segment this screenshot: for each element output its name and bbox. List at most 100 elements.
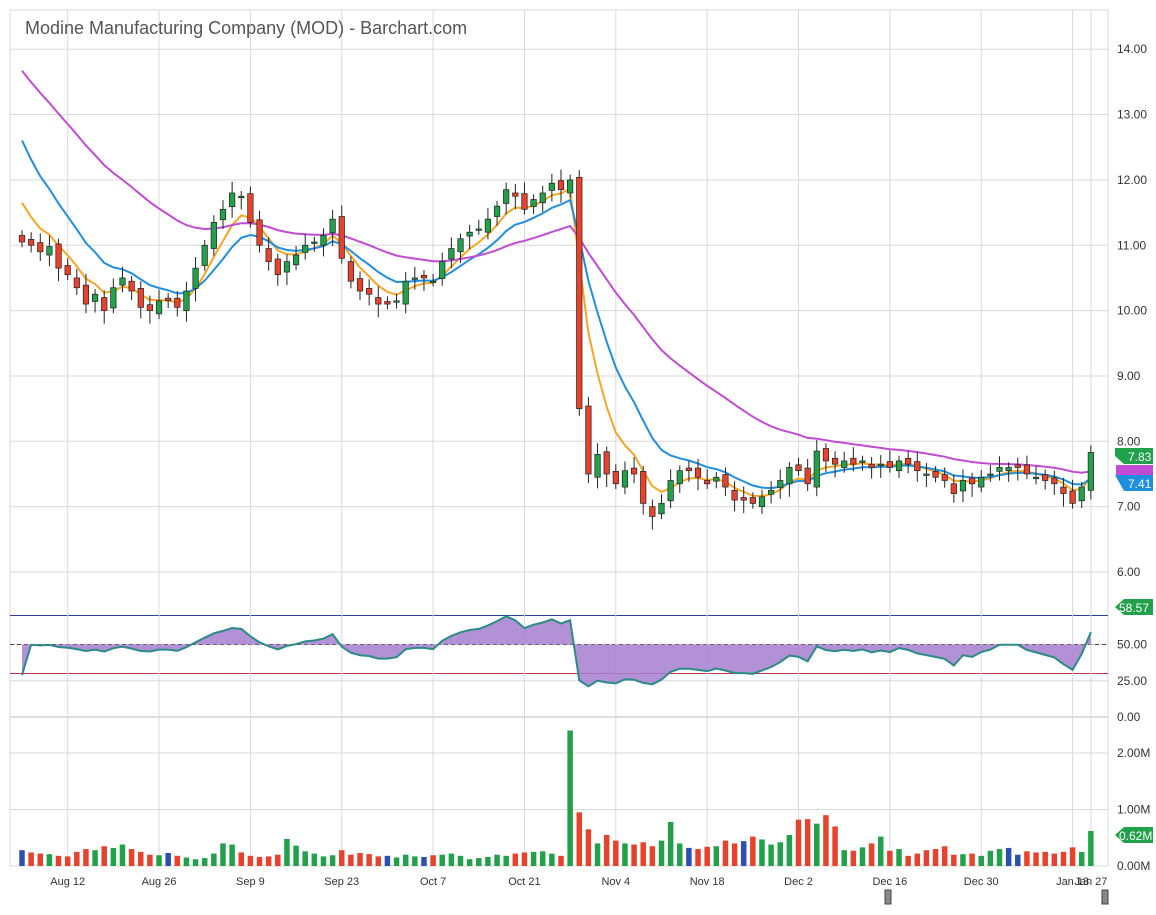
- volume-tick-label: 0.00M: [1117, 859, 1150, 873]
- volume-bar: [823, 815, 829, 866]
- candle-body: [969, 477, 976, 485]
- volume-bar: [183, 857, 190, 866]
- volume-bar: [804, 819, 811, 866]
- volume-bar: [777, 842, 783, 866]
- volume-bar: [138, 851, 144, 866]
- candle-body: [877, 463, 884, 467]
- volume-bar: [156, 855, 162, 866]
- candle-body: [822, 448, 830, 462]
- rsi-last-tag: 58.57: [1115, 599, 1153, 615]
- candle-body: [192, 267, 199, 289]
- candle-body: [137, 288, 144, 308]
- rsi-layer: [21, 615, 1092, 688]
- volume-bar: [174, 855, 181, 866]
- volume-bar: [92, 850, 98, 866]
- price-tick-label: 9.00: [1117, 369, 1141, 383]
- volume-bar: [750, 836, 756, 866]
- candle-body: [576, 176, 583, 409]
- volume-bar: [476, 858, 482, 866]
- candle-body: [265, 248, 272, 262]
- volume-bar: [841, 850, 847, 866]
- volume-bar: [932, 849, 939, 866]
- range-handle-left[interactable]: [884, 889, 892, 905]
- candle-body: [64, 265, 71, 276]
- candle-body: [448, 248, 455, 260]
- volume-bar: [494, 854, 500, 866]
- candle-body: [229, 192, 236, 208]
- candle-body: [475, 228, 482, 231]
- volume-bar: [978, 855, 984, 866]
- candle-body: [165, 297, 172, 302]
- volume-bar: [1042, 851, 1048, 866]
- candle-body: [758, 496, 766, 508]
- volume-bar: [878, 836, 884, 866]
- candle-body: [512, 192, 519, 197]
- volume-bar: [731, 843, 738, 866]
- volume-layer: [19, 730, 1094, 866]
- volume-bar: [110, 847, 117, 866]
- candle-body: [731, 489, 738, 501]
- candle-body: [640, 471, 647, 504]
- candle-body: [841, 460, 848, 468]
- candle-body: [347, 261, 354, 282]
- price-tick-label: 13.00: [1117, 108, 1147, 122]
- volume-bar: [421, 856, 427, 866]
- candle-body: [831, 457, 839, 465]
- candle-body: [55, 243, 62, 269]
- volume-bar: [1033, 852, 1039, 866]
- volume-bar: [585, 829, 592, 866]
- volume-bar: [1088, 830, 1094, 866]
- x-tick-label: Nov 4: [601, 876, 630, 888]
- volume-bar: [37, 853, 44, 866]
- candle-body: [539, 192, 546, 204]
- candle-body: [183, 290, 190, 311]
- volume-bar: [457, 855, 464, 866]
- last-price-tag: 7.83: [1115, 448, 1153, 464]
- volume-bar: [357, 853, 363, 866]
- volume-bar: [247, 855, 254, 866]
- volume-bar: [923, 850, 930, 866]
- x-tick-label: Sep 9: [236, 876, 265, 888]
- price-tick-label: 12.00: [1117, 173, 1147, 187]
- volume-bar: [83, 849, 89, 866]
- price-tick-label: 6.00: [1117, 565, 1141, 579]
- volume-bar: [329, 855, 336, 866]
- x-tick-label: Aug 26: [142, 876, 177, 888]
- volume-bar: [594, 843, 601, 866]
- candle-body: [210, 222, 217, 249]
- price-tick-label: 11.00: [1117, 238, 1146, 252]
- range-handle-right[interactable]: [1101, 889, 1109, 905]
- price-tick-label: 10.00: [1117, 304, 1147, 318]
- volume-bar: [339, 850, 345, 866]
- candle-body: [978, 476, 985, 488]
- volume-bar: [55, 855, 62, 866]
- candle-body: [1032, 476, 1040, 480]
- candle-body: [174, 297, 181, 308]
- candle-body: [1042, 474, 1049, 481]
- candle-body: [905, 457, 912, 465]
- volume-bar: [521, 852, 528, 866]
- candle-body: [621, 470, 629, 488]
- volume-tick-label: 1.00M: [1117, 803, 1150, 817]
- candle-body: [119, 277, 126, 286]
- candle-body: [713, 476, 720, 482]
- volume-bar: [229, 844, 235, 866]
- candle-body: [804, 467, 811, 485]
- candle-body: [338, 216, 345, 259]
- x-tick-label: Nov 18: [690, 876, 725, 888]
- volume-bar: [613, 840, 619, 866]
- candle-body: [484, 218, 492, 233]
- candle-body: [393, 300, 400, 303]
- candle-body: [548, 182, 555, 191]
- candle-body: [768, 489, 775, 495]
- volume-bar: [311, 853, 318, 866]
- candle-body: [1023, 464, 1031, 475]
- candle-body: [914, 461, 921, 472]
- volume-bar: [1069, 847, 1076, 866]
- candle-body: [384, 301, 391, 305]
- candle-body: [1069, 490, 1076, 504]
- candle-body: [786, 467, 793, 485]
- candle-body: [28, 239, 35, 246]
- volume-bar: [567, 730, 573, 866]
- volume-bar: [238, 852, 244, 866]
